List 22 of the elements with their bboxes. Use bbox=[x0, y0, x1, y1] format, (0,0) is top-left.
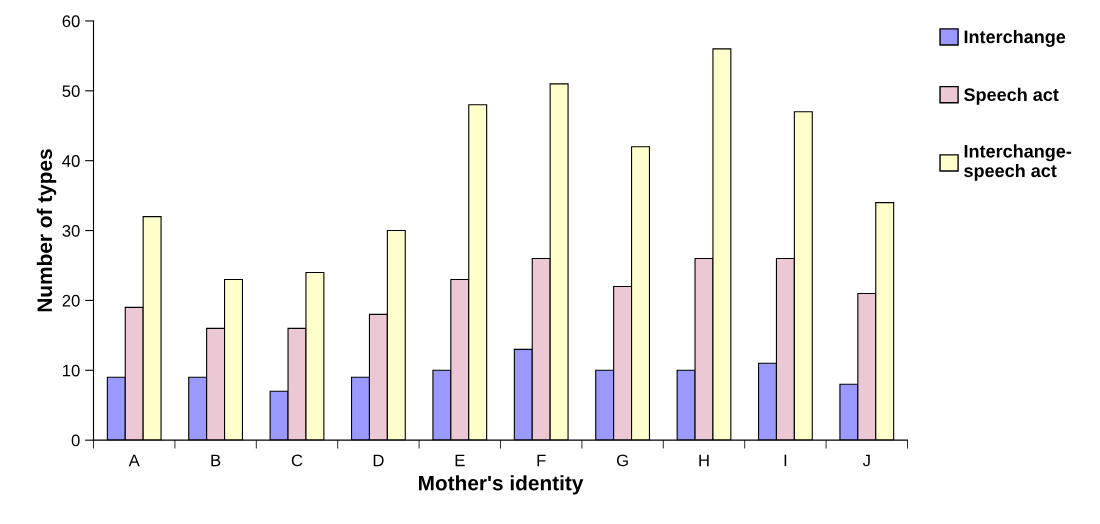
x-tick-label: G bbox=[616, 454, 628, 467]
x-tick-label: D bbox=[373, 454, 384, 467]
x-tick-label: B bbox=[211, 454, 221, 467]
legend-label: Speech act bbox=[964, 87, 1059, 105]
x-tick-label: F bbox=[537, 454, 546, 467]
x-tick-label: I bbox=[784, 454, 787, 467]
x-tick-label: E bbox=[455, 454, 465, 467]
x-tick-label: J bbox=[862, 454, 870, 467]
y-tick-label: 20 bbox=[62, 294, 80, 307]
x-tick-label: C bbox=[291, 454, 303, 467]
y-tick-label: 0 bbox=[71, 434, 80, 447]
y-tick-label: 50 bbox=[62, 85, 80, 98]
x-tick-label: H bbox=[699, 454, 709, 467]
x-axis-title: Mother's identity bbox=[418, 475, 584, 495]
legend-label: Interchange- speech act bbox=[964, 144, 1072, 181]
x-tick-label: A bbox=[128, 454, 140, 467]
y-tick-label: 40 bbox=[62, 155, 80, 167]
y-tick-label: 10 bbox=[63, 364, 80, 377]
y-axis-title: Number of types bbox=[36, 149, 57, 312]
legend-label: Interchange bbox=[964, 30, 1066, 47]
y-tick-label: 30 bbox=[62, 224, 80, 237]
y-tick-label: 60 bbox=[62, 15, 80, 28]
